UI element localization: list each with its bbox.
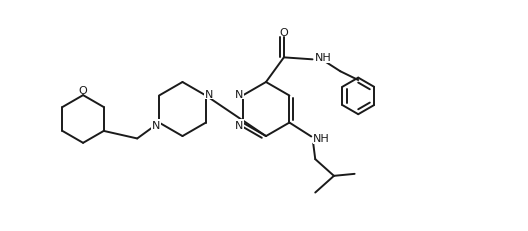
Text: O: O <box>279 28 288 38</box>
Text: N: N <box>235 120 243 130</box>
Text: O: O <box>79 85 88 95</box>
Text: NH: NH <box>315 53 331 63</box>
Text: NH: NH <box>313 134 330 144</box>
Text: N: N <box>205 89 213 99</box>
Text: N: N <box>235 89 243 99</box>
Text: N: N <box>152 120 160 130</box>
